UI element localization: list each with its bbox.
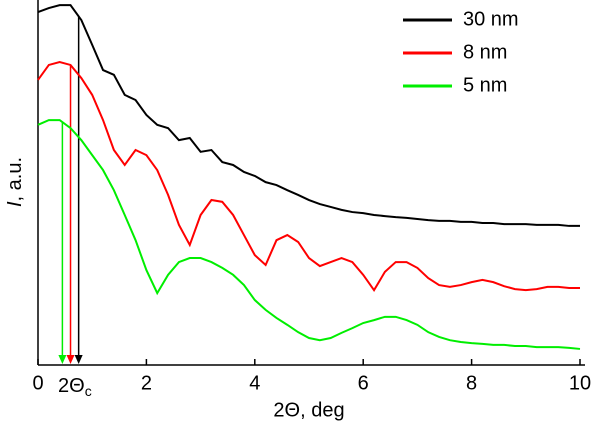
arrow-head <box>66 355 75 364</box>
x-tick-label: 4 <box>249 372 260 394</box>
x-tick-label: 0 <box>32 372 43 394</box>
data-line <box>37 4 580 227</box>
x-tick-label: 10 <box>569 372 591 394</box>
arrow-head <box>58 355 67 364</box>
x-tick-label: 6 <box>358 372 369 394</box>
legend-label: 5 nm <box>463 74 507 96</box>
arrow-head <box>74 355 83 364</box>
y-label-symbol: I <box>4 201 26 207</box>
x-tick-label: 8 <box>466 372 477 394</box>
y-axis-label: I, a.u. <box>4 157 26 207</box>
y-label-unit: , a.u. <box>4 157 26 201</box>
data-line <box>37 61 580 293</box>
legend-label: 8 nm <box>463 41 507 63</box>
x-axis-label: 2Θ, deg <box>273 399 344 421</box>
legend-label: 30 nm <box>463 8 519 30</box>
x-tick-label: 2 <box>141 372 152 394</box>
annotation-subscript: c <box>85 383 92 399</box>
annotation-text: 2Θ <box>58 375 85 397</box>
annotation: 2Θc <box>58 375 92 398</box>
data-line <box>37 119 581 350</box>
